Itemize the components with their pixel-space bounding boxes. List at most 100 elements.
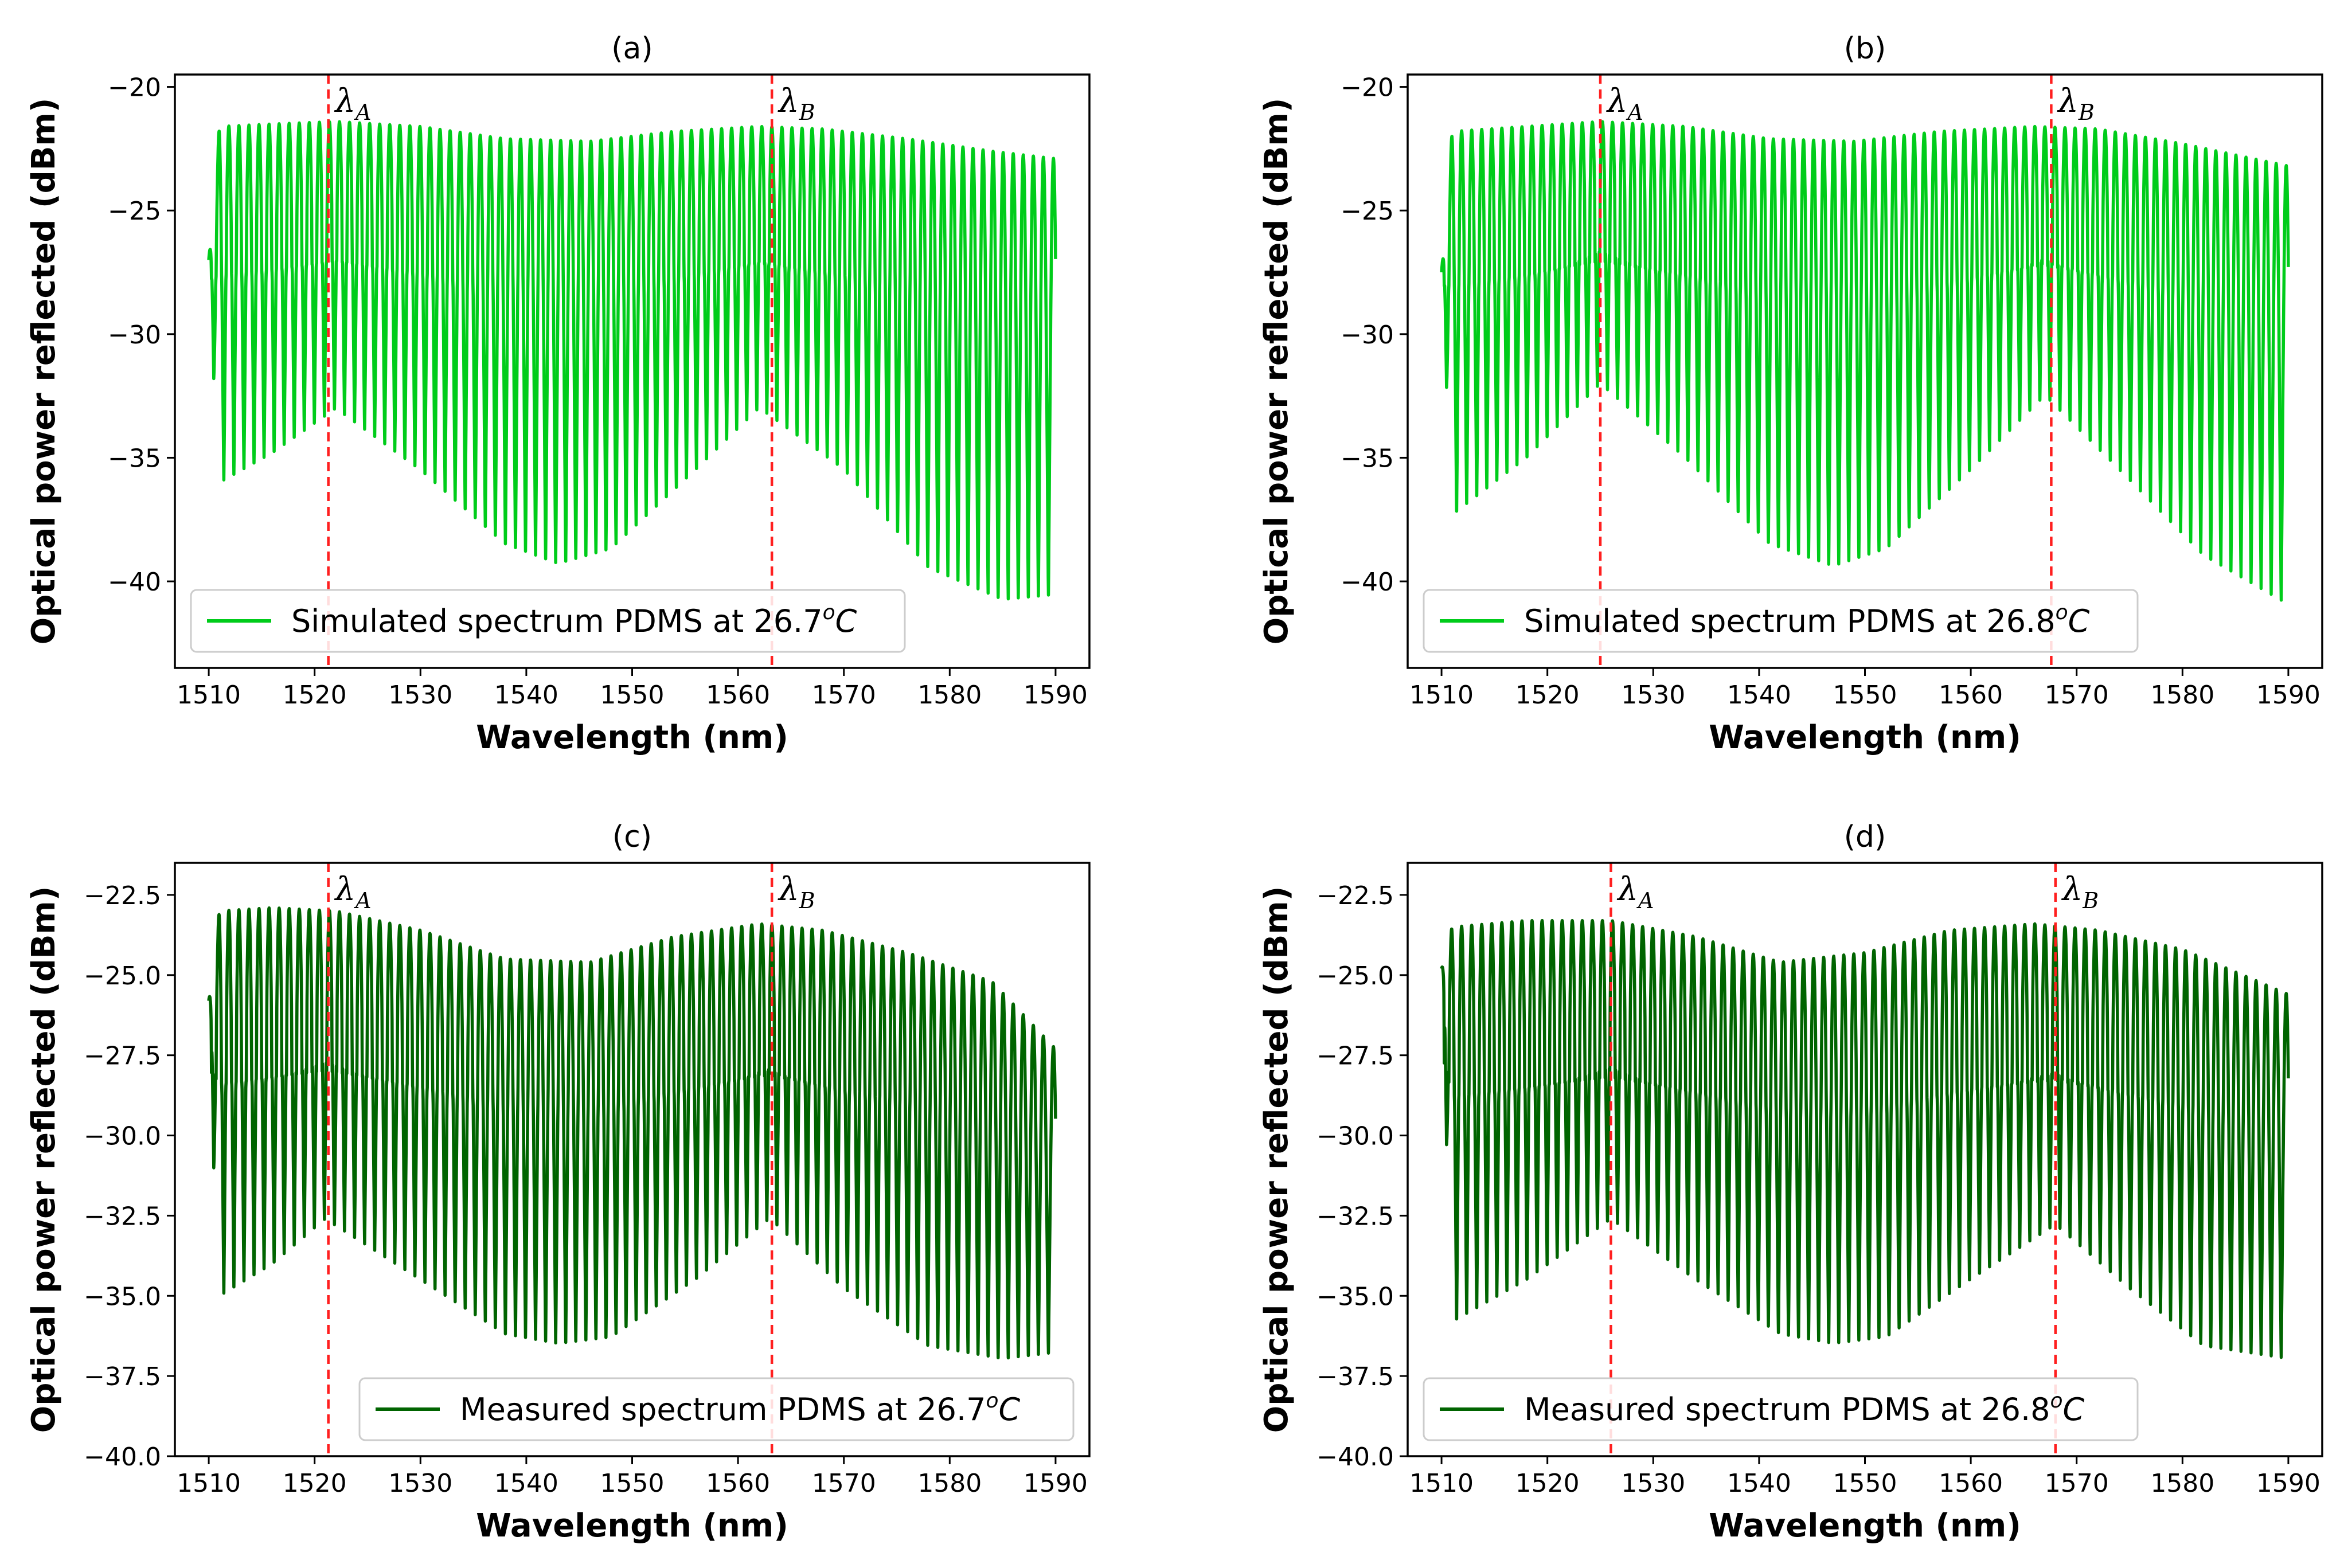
marker-subscript: A	[1626, 100, 1643, 125]
legend-main-text: Measured spectrum PDMS at 26.8	[1524, 1391, 2050, 1428]
x-tick-label: 1550	[1833, 1469, 1897, 1498]
x-axis-label: Wavelength (nm)	[1709, 1507, 2021, 1544]
x-tick-label: 1590	[1023, 681, 1088, 710]
x-axis-label: Wavelength (nm)	[476, 719, 788, 756]
x-tick-label: 1540	[494, 681, 558, 710]
y-tick-label: −30	[1341, 320, 1394, 350]
series-line-c	[207, 906, 1057, 1360]
marker-label-b: λB	[778, 871, 815, 913]
marker-lambda: λ	[334, 871, 356, 908]
y-axis-label: Optical power reflected (dBm)	[1258, 98, 1295, 645]
legend-superscript: o	[823, 601, 835, 624]
y-tick-label: −25	[1341, 197, 1394, 226]
series-line-d	[1440, 918, 2290, 1359]
panel-title: (a)	[611, 32, 653, 66]
legend-label: Simulated spectrum PDMS at 26.8oC	[1524, 601, 2090, 639]
x-tick-label: 1590	[2256, 1469, 2320, 1498]
legend-unit: C	[2068, 603, 2090, 639]
legend: Measured spectrum PDMS at 26.7oC	[358, 1377, 1075, 1441]
y-tick-label: −35	[108, 444, 161, 473]
legend-box	[190, 589, 906, 653]
y-tick-label: −32.5	[84, 1202, 161, 1231]
x-tick-label: 1550	[600, 1469, 665, 1498]
y-tick-label: −30.0	[84, 1122, 161, 1151]
y-tick-label: −35	[1341, 444, 1394, 473]
panel-title: (b)	[1844, 32, 1886, 66]
x-tick-label: 1580	[917, 681, 982, 710]
x-tick-label: 1510	[177, 681, 241, 710]
marker-label-a: λA	[1606, 83, 1643, 125]
y-tick-label: −20	[108, 73, 161, 103]
y-tick-label: −20	[1341, 73, 1394, 103]
marker-label-a: λA	[1616, 871, 1654, 913]
legend-label: Measured spectrum PDMS at 26.8oC	[1524, 1389, 2085, 1428]
marker-lambda: λ	[778, 871, 799, 908]
x-tick-label: 1560	[706, 681, 770, 710]
legend-superscript: o	[2050, 1389, 2062, 1413]
y-tick-label: −30	[108, 320, 161, 350]
y-tick-label: −37.5	[1316, 1362, 1394, 1391]
legend-label: Measured spectrum PDMS at 26.7oC	[460, 1389, 1021, 1428]
marker-subscript: A	[354, 888, 371, 913]
x-tick-label: 1520	[283, 1469, 347, 1498]
x-axis-label: Wavelength (nm)	[476, 1507, 788, 1544]
x-tick-label: 1540	[1727, 681, 1791, 710]
x-tick-label: 1580	[2150, 681, 2214, 710]
legend: Simulated spectrum PDMS at 26.7oC	[190, 589, 906, 653]
marker-label-a: λA	[334, 871, 372, 913]
marker-lambda: λ	[778, 83, 799, 120]
x-tick-label: 1590	[1023, 1469, 1088, 1498]
x-tick-label: 1550	[1833, 681, 1897, 710]
x-tick-label: 1570	[812, 1469, 876, 1498]
legend-main-text: Simulated spectrum PDMS at 26.7	[291, 603, 823, 639]
x-axis-label: Wavelength (nm)	[1709, 719, 2021, 756]
x-tick-label: 1510	[1409, 681, 1474, 710]
y-axis-label: Optical power reflected (dBm)	[25, 886, 62, 1433]
x-tick-label: 1590	[2256, 681, 2320, 710]
series-line-a	[207, 120, 1057, 601]
marker-lambda: λ	[334, 83, 356, 120]
legend-unit: C	[835, 603, 857, 639]
y-tick-label: −40.0	[84, 1442, 161, 1472]
panel-title: (c)	[612, 820, 652, 854]
marker-label-b: λB	[2057, 83, 2094, 125]
panel-title: (d)	[1844, 820, 1886, 854]
legend-main-text: Simulated spectrum PDMS at 26.8	[1524, 603, 2056, 639]
legend-box	[1423, 1377, 2139, 1441]
x-tick-label: 1570	[812, 681, 876, 710]
legend-superscript: o	[986, 1389, 998, 1413]
y-tick-label: −27.5	[84, 1042, 161, 1071]
x-tick-label: 1530	[388, 1469, 452, 1498]
marker-subscript: B	[2078, 100, 2095, 125]
marker-subscript: A	[1636, 888, 1654, 913]
y-axis-label: Optical power reflected (dBm)	[1258, 886, 1295, 1433]
x-tick-label: 1560	[1939, 1469, 2003, 1498]
y-tick-label: −35.0	[1316, 1282, 1394, 1311]
legend-main-text: Measured spectrum PDMS at 26.7	[460, 1391, 986, 1428]
marker-lambda: λ	[1616, 871, 1638, 908]
x-tick-label: 1570	[2045, 681, 2109, 710]
y-tick-label: −27.5	[1316, 1042, 1394, 1071]
x-tick-label: 1560	[706, 1469, 770, 1498]
legend-label: Simulated spectrum PDMS at 26.7oC	[291, 601, 857, 639]
x-tick-label: 1550	[600, 681, 665, 710]
legend-unit: C	[2063, 1391, 2085, 1428]
x-tick-label: 1570	[2045, 1469, 2109, 1498]
marker-lambda: λ	[2061, 871, 2083, 908]
marker-label-b: λB	[778, 83, 815, 125]
x-tick-label: 1530	[388, 681, 452, 710]
y-tick-label: −40	[1341, 568, 1394, 597]
y-tick-label: −25.0	[84, 961, 161, 991]
y-tick-label: −35.0	[84, 1282, 161, 1311]
y-tick-label: −30.0	[1316, 1122, 1394, 1151]
x-tick-label: 1580	[917, 1469, 982, 1498]
legend: Measured spectrum PDMS at 26.8oC	[1423, 1377, 2139, 1441]
marker-subscript: A	[354, 100, 371, 125]
marker-lambda: λ	[1606, 83, 1628, 120]
marker-label-b: λB	[2061, 871, 2099, 913]
